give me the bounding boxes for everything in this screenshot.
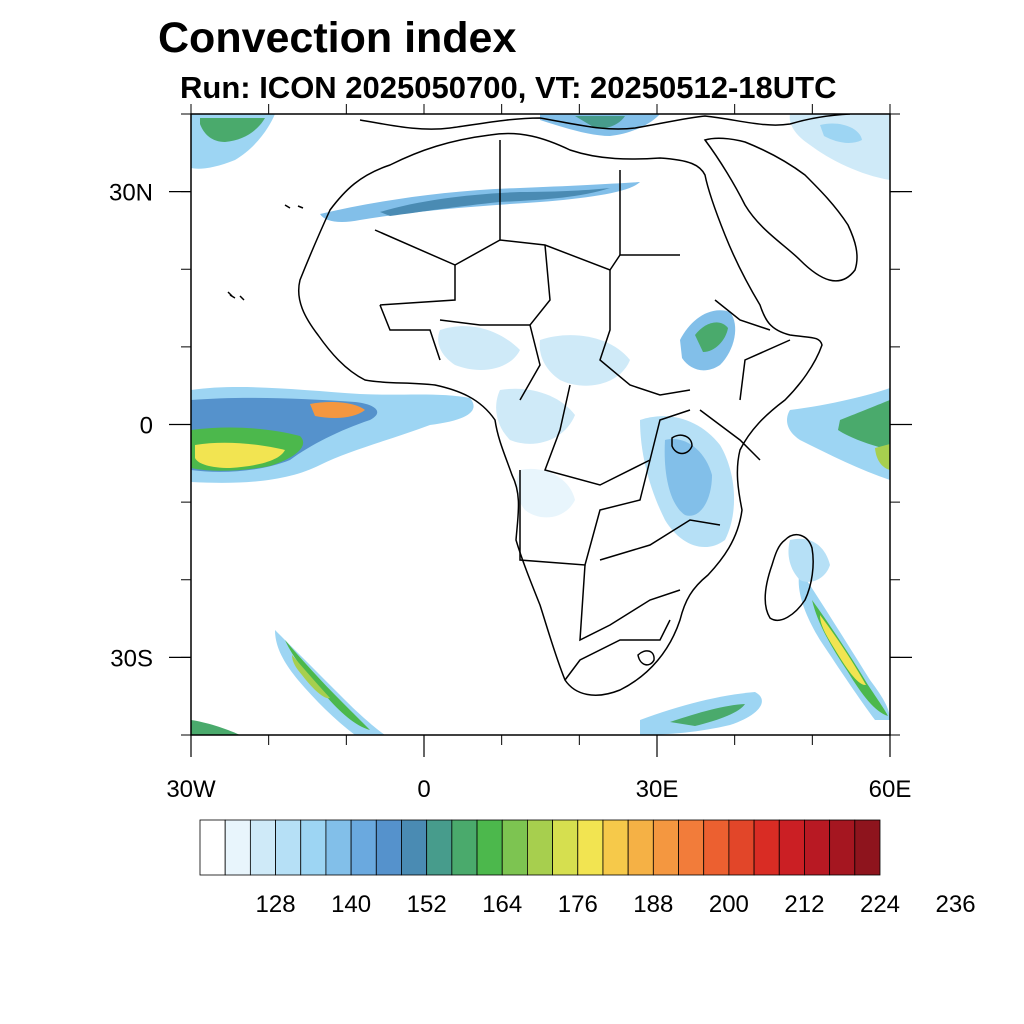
colorbar-swatch bbox=[501, 819, 528, 876]
colorbar-swatch bbox=[224, 819, 251, 876]
mozambique-band-core bbox=[812, 600, 888, 716]
colorbar-swatch bbox=[527, 819, 553, 876]
colorbar-label: 236 bbox=[936, 891, 976, 918]
colorbar-label: 140 bbox=[331, 891, 371, 918]
border-6 bbox=[599, 270, 691, 396]
southwest-corner bbox=[191, 720, 240, 735]
coastlines bbox=[227, 114, 858, 696]
colorbar-swatch bbox=[275, 819, 302, 876]
y-tick-label: 0 bbox=[140, 413, 153, 440]
tropical-atlantic-peak-2 bbox=[195, 442, 285, 468]
colorbar-swatch bbox=[249, 819, 276, 876]
y-tick-label: 30N bbox=[109, 180, 153, 207]
saharan-band-core bbox=[380, 188, 610, 216]
southern-ocean-core bbox=[670, 704, 745, 726]
cape-verde bbox=[227, 291, 233, 297]
border-12 bbox=[599, 519, 721, 561]
west-africa-speckle-2 bbox=[539, 335, 630, 386]
colorbar-swatch bbox=[602, 819, 629, 876]
colorbar-swatch bbox=[753, 819, 780, 876]
colorbar-swatch bbox=[703, 819, 730, 876]
border-9 bbox=[544, 384, 691, 486]
tropical-atlantic-peak-3 bbox=[310, 402, 365, 418]
colorbar-swatch bbox=[350, 819, 377, 876]
indian-ocean-peak bbox=[875, 444, 890, 470]
colorbar-swatch bbox=[300, 819, 327, 876]
lake-victoria bbox=[671, 434, 693, 455]
colorbar-label: 224 bbox=[860, 891, 900, 918]
colorbar-label: 164 bbox=[482, 891, 522, 918]
border-10 bbox=[519, 459, 651, 566]
border-11 bbox=[579, 564, 681, 642]
border-2 bbox=[454, 239, 680, 271]
colorbar-label: 188 bbox=[633, 891, 673, 918]
colorbar-swatch bbox=[804, 819, 831, 876]
border-8 bbox=[379, 304, 441, 361]
chart-title: Convection index bbox=[158, 14, 517, 62]
africa-coastline bbox=[298, 132, 823, 696]
canary-islands bbox=[229, 204, 304, 301]
colorbar-swatch bbox=[552, 819, 579, 876]
border-16 bbox=[564, 619, 671, 681]
colorbar-label: 176 bbox=[558, 891, 598, 918]
northwest-corner-core bbox=[200, 118, 265, 142]
colorbar-label: 128 bbox=[256, 891, 296, 918]
colorbar-swatch bbox=[778, 819, 805, 876]
congo-speckle bbox=[496, 388, 575, 444]
angola-speckle bbox=[516, 468, 575, 518]
colorbar-swatch bbox=[678, 819, 705, 876]
mozambique-band-peak bbox=[820, 615, 866, 686]
border-1 bbox=[374, 229, 456, 306]
colorbar-swatch bbox=[199, 819, 226, 876]
convection-field bbox=[191, 114, 890, 735]
border-15 bbox=[739, 339, 791, 401]
border-13 bbox=[699, 409, 761, 461]
x-tick-label: 60E bbox=[869, 776, 912, 803]
mediterranean-core bbox=[575, 116, 625, 129]
arabia-coastline bbox=[703, 137, 858, 282]
colorbar-swatch bbox=[577, 819, 604, 876]
border-5 bbox=[519, 244, 551, 401]
south-atlantic-band-peak bbox=[292, 655, 330, 699]
colorbar-swatch bbox=[451, 819, 478, 876]
x-tick-label: 30W bbox=[166, 776, 216, 803]
indian-ocean-core bbox=[838, 400, 890, 450]
colorbar-swatch bbox=[728, 819, 755, 876]
colorbar-swatch bbox=[829, 819, 856, 876]
south-atlantic-band bbox=[275, 630, 385, 735]
colorbar-label: 152 bbox=[407, 891, 447, 918]
west-africa-speckle-1 bbox=[438, 326, 520, 370]
europe-coastline bbox=[359, 114, 851, 130]
mozambique-band bbox=[798, 570, 890, 720]
border-7 bbox=[439, 319, 530, 326]
colorbar-swatch bbox=[476, 819, 503, 876]
colorbar-label: 200 bbox=[709, 891, 749, 918]
lesotho-border bbox=[637, 650, 655, 666]
colorbar: 128 140 152 164 176 188 200 212 224 236 bbox=[199, 819, 976, 918]
y-tick-label: 30S bbox=[110, 645, 153, 672]
colorbar-swatch bbox=[426, 819, 453, 876]
colorbar-swatch bbox=[854, 819, 881, 876]
northeast-speckle-1 bbox=[789, 114, 890, 180]
ethiopian-highlands-core bbox=[695, 322, 728, 352]
x-tick-label: 30E bbox=[636, 776, 679, 803]
colorbar-swatch bbox=[652, 819, 679, 876]
northeast-speckle-2 bbox=[820, 123, 862, 143]
colorbar-swatch bbox=[375, 819, 402, 876]
chart-subtitle: Run: ICON 2025050700, VT: 20250512-18UTC bbox=[180, 70, 837, 105]
colorbar-label: 212 bbox=[784, 891, 824, 918]
axes: 30W 0 30E 60E 30N 0 30S bbox=[109, 104, 912, 803]
madagascar-east-speckle bbox=[788, 538, 830, 582]
colorbar-swatch bbox=[325, 819, 352, 876]
madagascar-coastline bbox=[764, 533, 814, 621]
colorbar-swatch bbox=[401, 819, 428, 876]
x-tick-label: 0 bbox=[417, 776, 430, 803]
central-africa-core bbox=[664, 439, 712, 516]
border-14 bbox=[714, 299, 771, 331]
colorbar-swatch bbox=[627, 819, 654, 876]
